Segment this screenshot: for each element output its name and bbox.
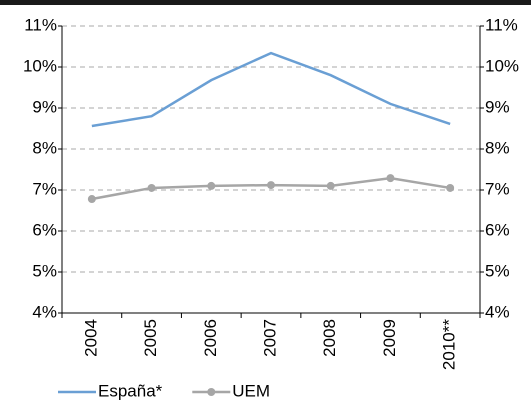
- legend-label: España*: [98, 381, 163, 400]
- y2-tick-label: 7%: [485, 179, 510, 198]
- point: [267, 181, 275, 190]
- point: [147, 183, 156, 192]
- top-rule: [0, 0, 531, 5]
- point: [386, 174, 395, 183]
- point: [87, 195, 96, 204]
- legend-label: UEM: [232, 381, 270, 400]
- y-tick-label: 5%: [32, 261, 57, 280]
- legend-marker: [207, 388, 216, 396]
- x-tick-label: 2006: [201, 319, 220, 357]
- y-tick-label: 7%: [32, 179, 57, 198]
- y-tick-label: 8%: [32, 138, 57, 157]
- y2-tick-label: 10%: [485, 56, 519, 75]
- y2-tick-label: 6%: [485, 220, 510, 239]
- point: [446, 183, 455, 192]
- point: [207, 181, 216, 190]
- y2-tick-label: 9%: [485, 97, 510, 116]
- x-tick-label: 2007: [260, 319, 279, 357]
- x-tick-label: 2005: [141, 319, 160, 357]
- y2-tick-label: 5%: [485, 261, 510, 280]
- x-tick-label: 2004: [81, 319, 100, 357]
- x-tick-label: 2010**: [440, 319, 459, 370]
- y-tick-label: 6%: [32, 220, 57, 239]
- x-tick-label: 2009: [380, 319, 399, 357]
- point: [326, 181, 335, 190]
- y-tick-label: 10%: [23, 56, 57, 75]
- y2-tick-label: 11%: [485, 15, 518, 34]
- x-tick-label: 2008: [320, 319, 339, 357]
- series-line: [91, 51, 451, 128]
- y-tick-label: 11%: [24, 15, 57, 34]
- y-tick-label: 9%: [32, 97, 57, 116]
- y-tick-label: 4%: [32, 302, 57, 321]
- y2-tick-label: 8%: [485, 138, 510, 157]
- y2-tick-label: 4%: [485, 302, 510, 321]
